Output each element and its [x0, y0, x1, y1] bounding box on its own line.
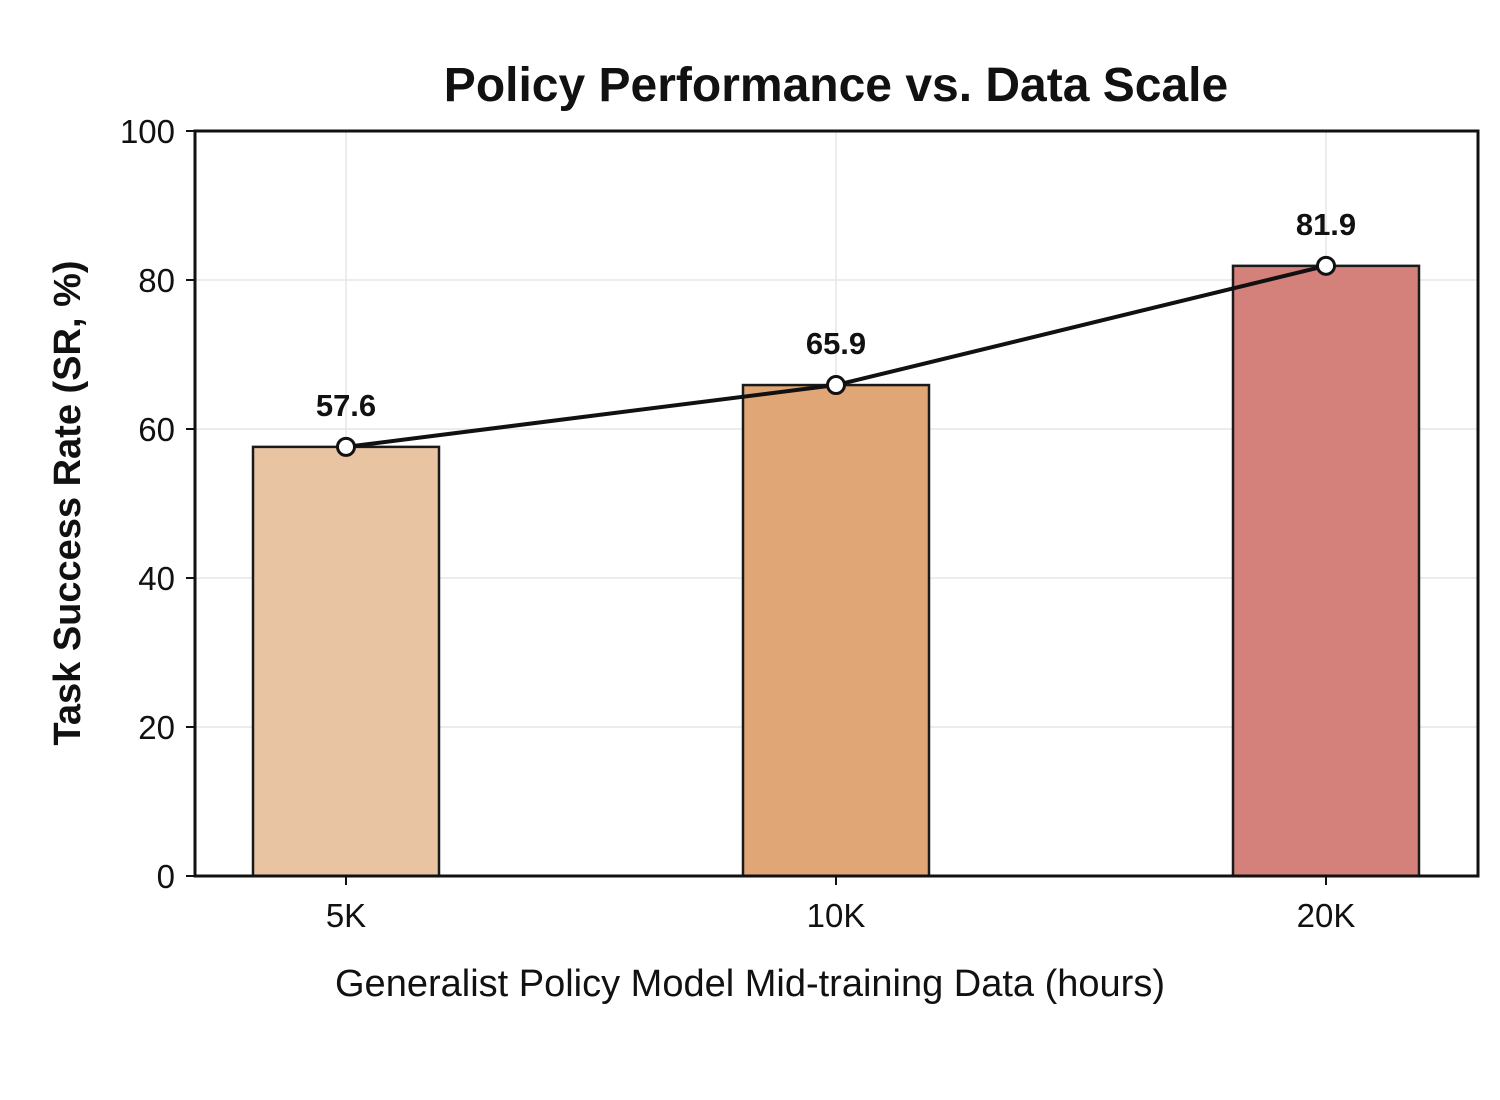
x-tick-label: 10K: [807, 897, 866, 934]
x-axis-title: Generalist Policy Model Mid-training Dat…: [335, 963, 1165, 1005]
y-tick-label: 40: [138, 560, 175, 597]
chart-title: Policy Performance vs. Data Scale: [444, 59, 1228, 112]
x-tick-label: 5K: [326, 897, 366, 934]
y-tick-label: 20: [138, 709, 175, 746]
data-labels: 57.6 65.9 81.9: [316, 207, 1356, 423]
trend-marker-10K: [826, 375, 846, 396]
data-label-10K: 65.9: [806, 326, 866, 361]
bars: [251, 264, 1421, 878]
y-axis-title: Task Success Rate (SR, %): [47, 260, 89, 745]
data-label-20K: 81.9: [1296, 207, 1356, 242]
trend-marker-20K: [1316, 255, 1336, 276]
y-tick-label: 80: [138, 262, 175, 299]
y-tick-label: 0: [157, 858, 175, 895]
trend-markers: [336, 255, 1336, 457]
bar-5K: [251, 445, 441, 878]
x-axis-ticks: 5K 10K 20K: [326, 876, 1356, 934]
y-axis-ticks: 0 20 40 60 80 100: [120, 113, 195, 895]
bar-10K: [741, 383, 931, 878]
x-tick-label: 20K: [1297, 897, 1356, 934]
bar-20K: [1231, 264, 1421, 878]
y-tick-label: 60: [138, 411, 175, 448]
trend-marker-5K: [336, 436, 356, 457]
y-tick-label: 100: [120, 113, 175, 150]
data-label-5K: 57.6: [316, 388, 376, 423]
